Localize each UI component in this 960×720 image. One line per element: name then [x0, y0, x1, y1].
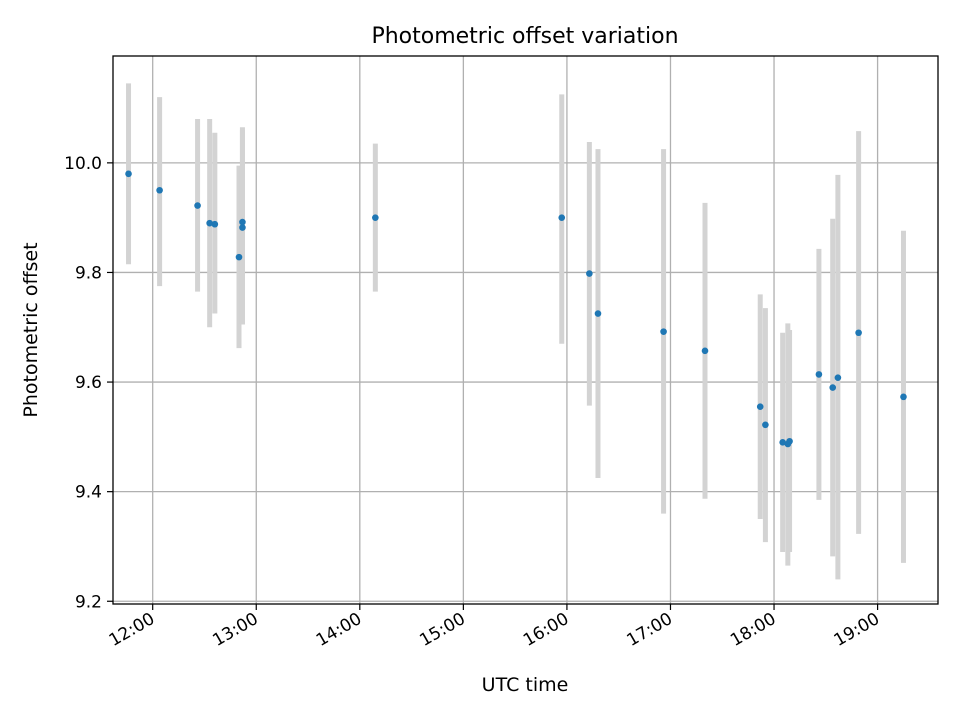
data-points: [125, 170, 907, 448]
y-tick-label: 9.4: [75, 483, 102, 503]
data-point: [211, 220, 219, 228]
x-tick-label: 13:00: [209, 609, 261, 651]
data-point: [239, 218, 246, 226]
data-point: [125, 170, 132, 178]
data-point: [779, 439, 786, 446]
gridlines: [113, 56, 938, 604]
data-point: [194, 202, 201, 209]
data-point: [829, 384, 837, 391]
data-point: [235, 253, 243, 261]
x-tick-label: 17:00: [624, 609, 676, 651]
data-point: [660, 328, 667, 335]
y-axis-label: Photometric offset: [20, 242, 42, 417]
y-tick-label: 9.8: [75, 263, 102, 283]
data-point: [900, 393, 907, 401]
x-tick-label: 12:00: [106, 609, 158, 651]
y-tick-label: 10.0: [64, 154, 102, 174]
x-tick-label: 16:00: [520, 609, 572, 651]
data-point: [558, 214, 566, 221]
data-point: [372, 214, 379, 221]
data-point: [762, 421, 769, 429]
x-tick-label: 15:00: [416, 609, 468, 651]
x-axis-label: UTC time: [482, 674, 569, 696]
data-point: [701, 347, 709, 355]
y-tick-label: 9.6: [75, 373, 102, 393]
x-tick-label: 14:00: [313, 609, 365, 651]
data-point: [834, 374, 842, 381]
data-point: [855, 329, 862, 337]
data-point: [786, 437, 793, 445]
data-point: [756, 403, 764, 411]
data-point: [206, 219, 213, 227]
error-bars: [126, 83, 906, 580]
y-tick-label: 9.2: [75, 592, 102, 612]
data-point: [815, 371, 823, 378]
x-tick-label: 18:00: [727, 609, 779, 651]
data-point: [586, 270, 593, 277]
x-tick-label: 19:00: [831, 609, 883, 651]
data-point: [156, 186, 163, 194]
chart-title: Photometric offset variation: [371, 24, 678, 49]
plot-frame: [112, 55, 939, 605]
data-point: [239, 224, 246, 231]
data-point: [594, 310, 602, 317]
